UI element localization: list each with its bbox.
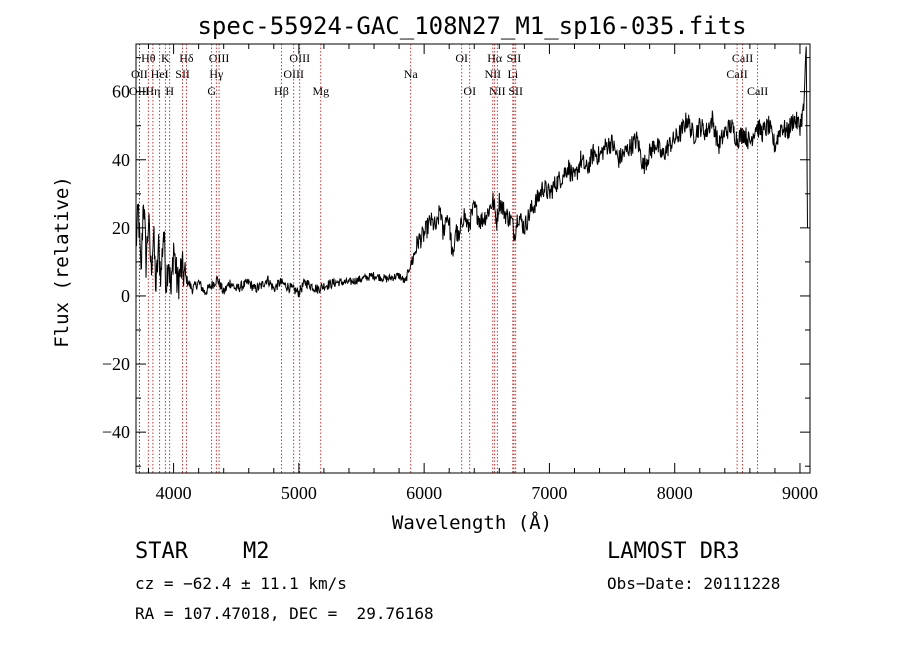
spectral-line-label: Li <box>508 67 519 81</box>
spectral-line-label: NII <box>484 67 501 81</box>
x-tick-label: 8000 <box>657 483 693 503</box>
spectral-line-label: OIII <box>283 67 304 81</box>
spectrum-series <box>135 46 808 300</box>
spectral-line-label: Mg <box>312 84 329 98</box>
y-tick-label: −40 <box>102 422 130 442</box>
plot-frame <box>135 43 811 474</box>
redshift-info: cz = −62.4 ± 11.1 km/s <box>135 574 347 593</box>
x-tick-label: 5000 <box>281 483 317 503</box>
observation-date: Obs−Date: 20111228 <box>607 574 781 593</box>
y-axis-label: Flux (relative) <box>51 176 73 348</box>
object-subclass: M2 <box>243 539 270 564</box>
axis-ticks: 4000 5000 6000 7000 8000 9000 −40 −20 0 20 40 60 <box>102 44 818 503</box>
chart-title: spec-55924-GAC_108N27_M1_sp16-035.fits <box>197 12 746 40</box>
spectral-line-label: Na <box>404 67 419 81</box>
y-tick-label: 20 <box>112 218 130 238</box>
spectral-line-label: SII <box>507 51 522 65</box>
spectral-line-label: OII <box>131 67 148 81</box>
spectral-line-label: Hθ <box>141 51 156 65</box>
spectral-line-label: CaII <box>747 84 768 98</box>
object-type: STAR <box>135 539 188 564</box>
spectral-line-label: CaII <box>732 51 753 65</box>
spectral-line-label: NII <box>489 84 506 98</box>
y-tick-label: 40 <box>112 150 130 170</box>
spectral-line-label: OIII <box>129 84 150 98</box>
spectral-line-label: SII <box>175 67 190 81</box>
spectral-line-label: OI <box>463 84 476 98</box>
spectral-line-label: H <box>165 84 174 98</box>
spectral-line-label: CaII <box>726 67 747 81</box>
coordinates: RA = 107.47018, DEC = 29.76168 <box>135 604 434 623</box>
y-tick-label: 60 <box>112 82 130 102</box>
x-tick-label: 7000 <box>531 483 567 503</box>
y-tick-label: −20 <box>102 354 130 374</box>
x-tick-label: 9000 <box>782 483 818 503</box>
spectral-line-label: OIII <box>209 51 230 65</box>
spectral-line-label: K <box>161 51 170 65</box>
x-tick-label: 4000 <box>156 483 192 503</box>
spectral-line-label: Hη <box>145 84 160 98</box>
spectral-line-label: G <box>207 84 216 98</box>
x-axis-label: Wavelength (Å) <box>392 511 552 534</box>
spectral-line-label: HeI <box>151 67 169 81</box>
spectral-line-label: Hδ <box>179 51 194 65</box>
spectral-line-label: SII <box>508 84 523 98</box>
y-tick-label: 0 <box>121 286 130 306</box>
spectral-line-label: OI <box>455 51 468 65</box>
survey-name: LAMOST DR3 <box>607 539 740 564</box>
x-tick-label: 6000 <box>406 483 442 503</box>
spectral-line-label: Hγ <box>209 67 224 81</box>
spectral-line-label: OIII <box>289 51 310 65</box>
spectral-line-label: Hα <box>487 51 503 65</box>
spectral-line-label: Hβ <box>274 84 289 98</box>
